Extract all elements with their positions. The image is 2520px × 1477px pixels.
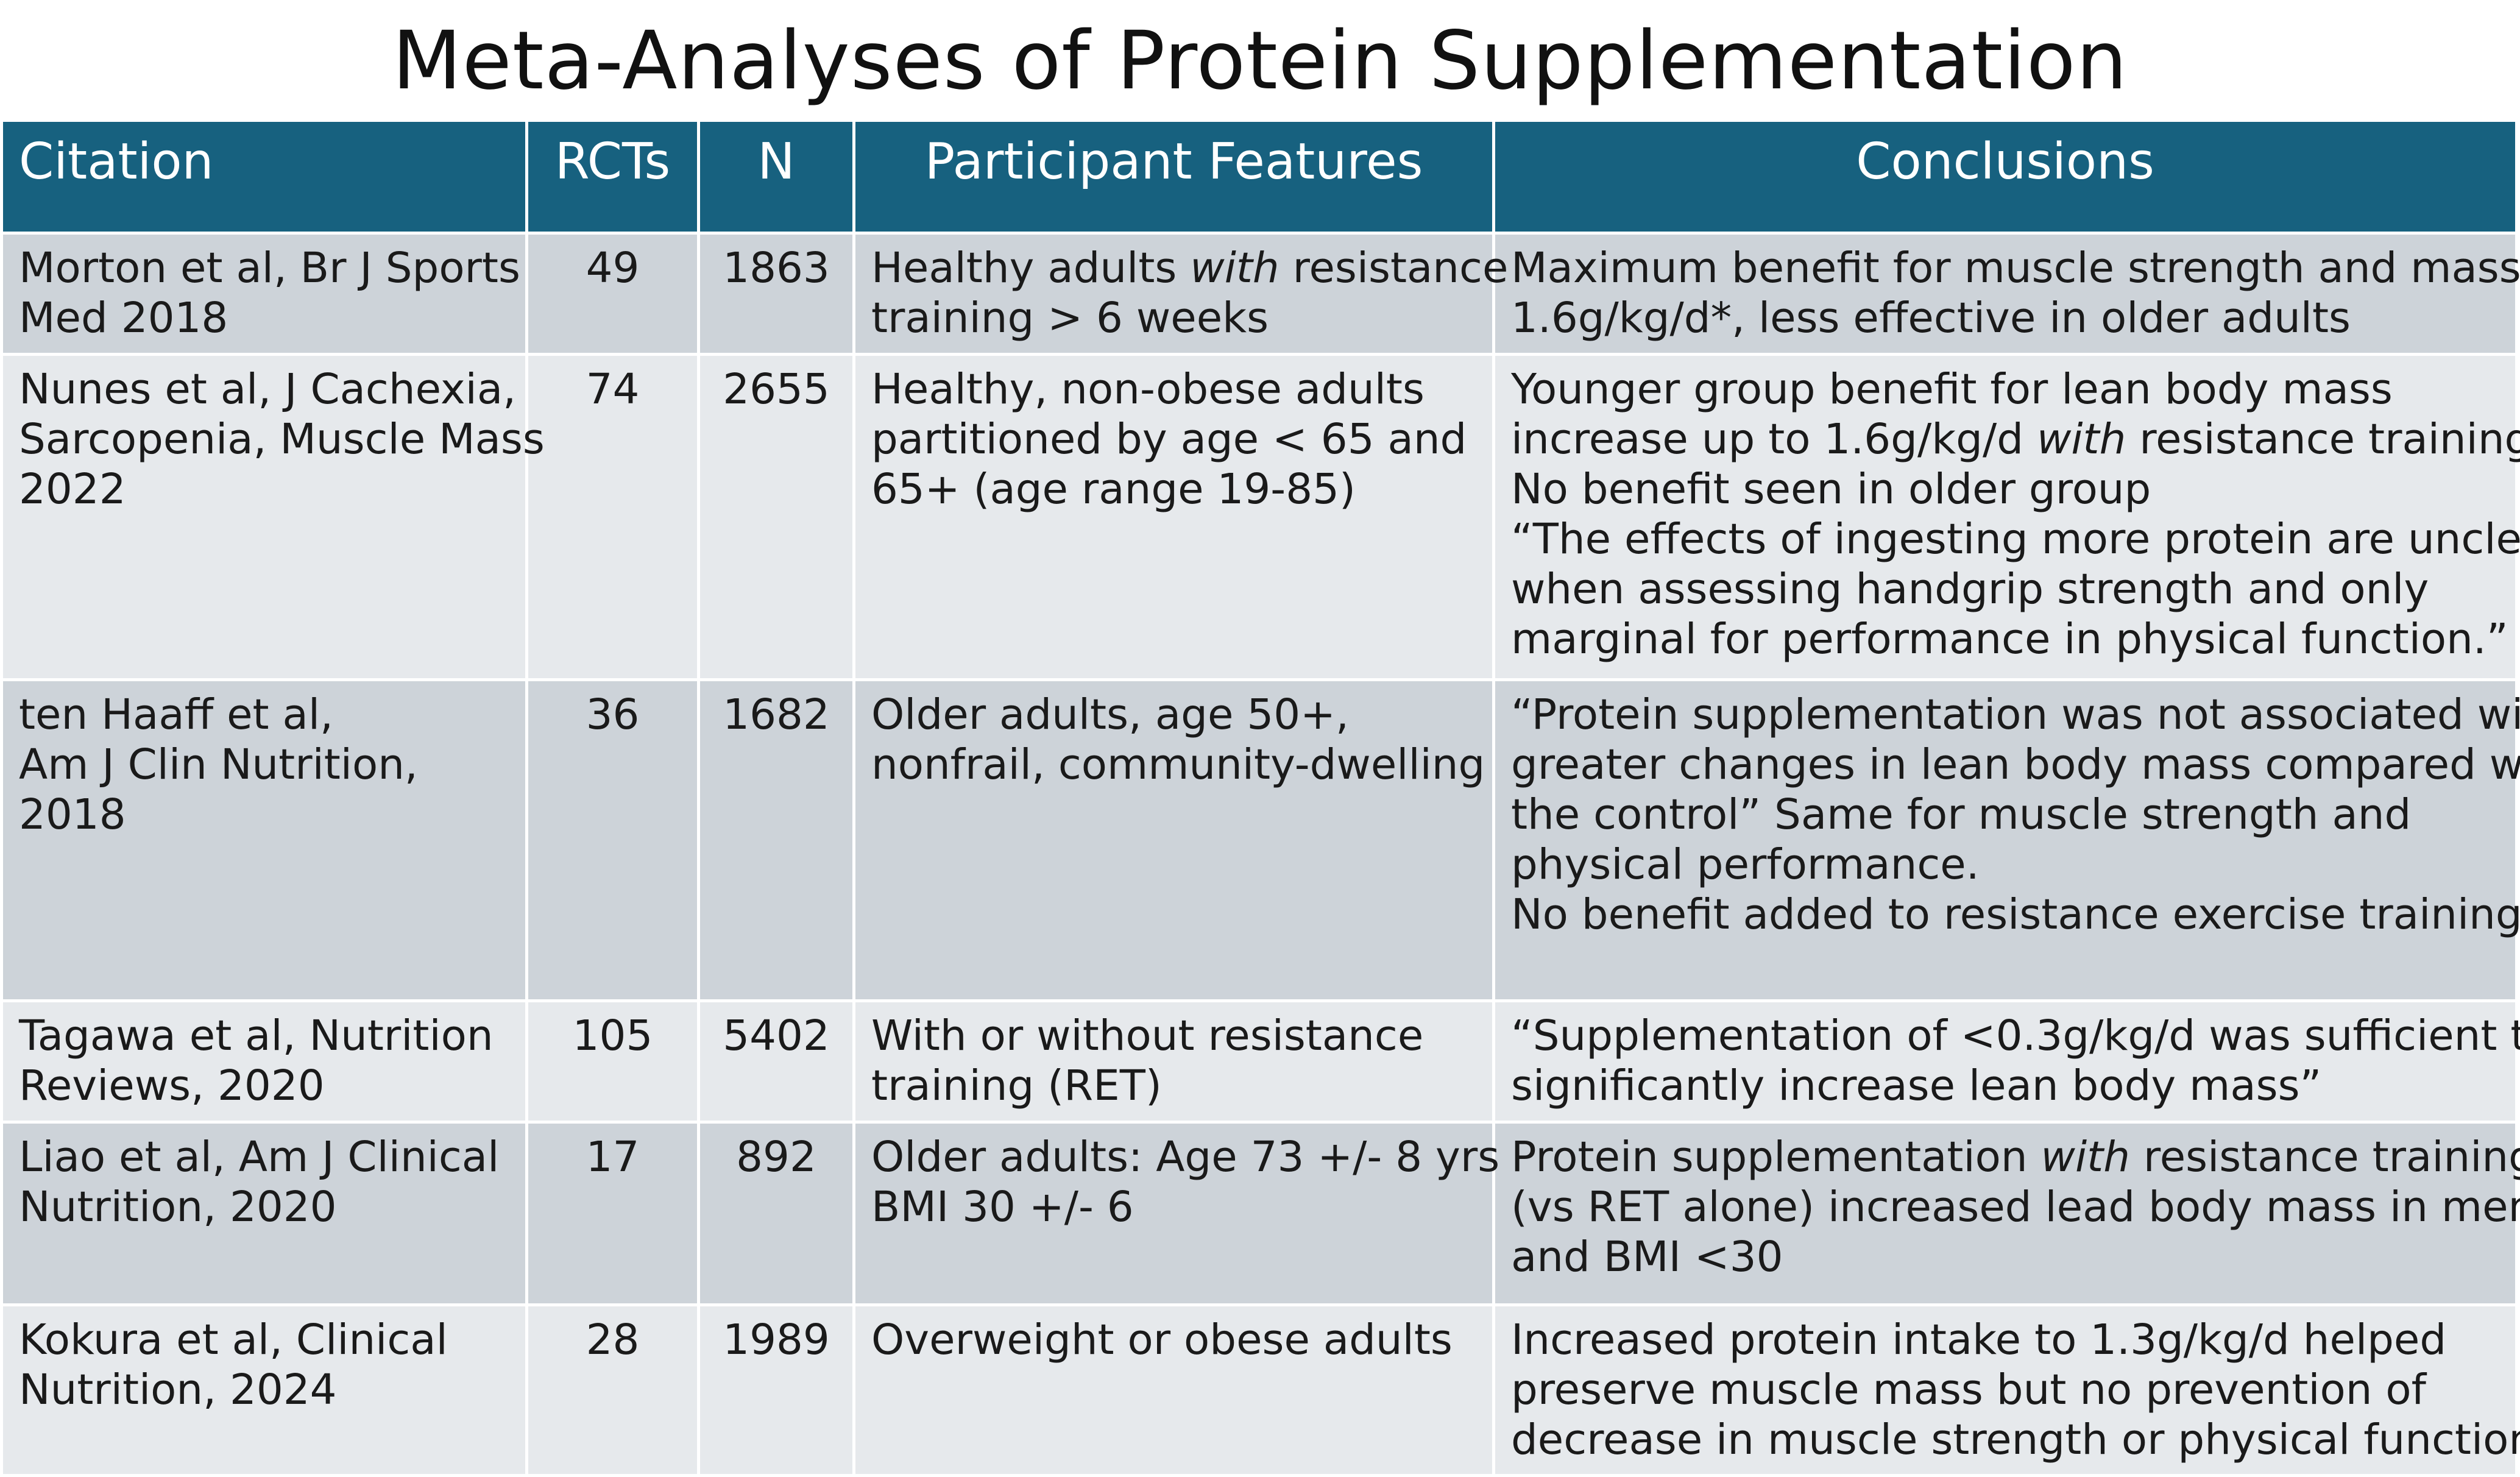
cell-participant-features: Overweight or obese adults (852, 1305, 1495, 1477)
citation-line: Reviews, 2020 (19, 1061, 325, 1110)
table-row: Kokura et al, Clinical Nutrition, 2024 2… (0, 1305, 2520, 1477)
cell-rcts: 49 (525, 233, 700, 356)
citation-line: 2018 (19, 790, 126, 839)
conclusions-line: No benefit added to resistance exercise … (1511, 890, 2520, 939)
citation-line: Nunes et al, J Cachexia, (19, 364, 517, 414)
table-row: Nunes et al, J Cachexia, Sarcopenia, Mus… (0, 354, 2520, 681)
features-line: partitioned by age < 65 and (871, 414, 1467, 464)
header-rcts: RCTs (525, 122, 700, 235)
conclusions-line: marginal for performance in physical fun… (1511, 614, 2508, 664)
features-line: BMI 30 +/- 6 (871, 1182, 1134, 1231)
conclusions-line: Younger group benefit for lean body mass (1511, 364, 2393, 414)
cell-rcts: 105 (525, 1001, 700, 1124)
cell-n: 1682 (697, 679, 855, 1002)
slide-title: Meta-Analyses of Protein Supplementation (392, 14, 2128, 108)
features-line: nonfrail, community-dwelling (871, 740, 1485, 789)
citation-line: Liao et al, Am J Clinical (19, 1132, 500, 1181)
features-line: Healthy, non-obese adults (871, 364, 1425, 414)
conclusions-line: “Supplementation of <0.3g/kg/d was suffi… (1511, 1011, 2520, 1060)
conclusions-line: “Protein supplementation was not associa… (1511, 690, 2520, 739)
cell-citation: Kokura et al, Clinical Nutrition, 2024 (0, 1305, 528, 1477)
citation-line: Morton et al, Br J Sports (19, 243, 520, 292)
cell-rcts: 36 (525, 679, 700, 1002)
table-row: ten Haaff et al, Am J Clin Nutrition, 20… (0, 679, 2520, 1002)
cell-citation: Tagawa et al, Nutrition Reviews, 2020 (0, 1001, 528, 1124)
features-line: training > 6 weeks (871, 293, 1269, 342)
table-row: Tagawa et al, Nutrition Reviews, 2020 10… (0, 1001, 2520, 1124)
features-line: 65+ (age range 19-85) (871, 464, 1356, 514)
conclusions-line: decrease in muscle strength or physical … (1511, 1415, 2520, 1464)
conclusions-line: Maximum benefit for muscle strength and … (1511, 243, 2520, 292)
conclusions-line: physical performance. (1511, 840, 1980, 889)
conclusions-line: 1.6g/kg/d*, less effective in older adul… (1511, 293, 2351, 342)
meta-analyses-table: Citation RCTs N Participant Features Con… (0, 122, 2520, 1477)
cell-participant-features: Healthy adults with resistance training … (852, 233, 1509, 356)
header-conclusions: Conclusions (1492, 122, 2518, 235)
cell-n: 892 (697, 1122, 855, 1306)
cell-participant-features: Healthy, non-obese adults partitioned by… (852, 354, 1495, 681)
table-row: Liao et al, Am J Clinical Nutrition, 202… (0, 1122, 2520, 1306)
cell-citation: Morton et al, Br J Sports Med 2018 (0, 233, 528, 356)
citation-line: 2022 (19, 464, 126, 514)
citation-line: Nutrition, 2020 (19, 1182, 337, 1231)
table-header-row: Citation RCTs N Participant Features Con… (0, 122, 2518, 235)
cell-n: 1989 (697, 1305, 855, 1477)
cell-rcts: 74 (525, 354, 700, 681)
cell-citation: Nunes et al, J Cachexia, Sarcopenia, Mus… (0, 354, 545, 681)
header-citation: Citation (0, 122, 528, 235)
cell-conclusions: Protein supplementation with resistance … (1492, 1122, 2520, 1306)
cell-citation: ten Haaff et al, Am J Clin Nutrition, 20… (0, 679, 528, 1002)
cell-participant-features: With or without resistance training (RET… (852, 1001, 1495, 1124)
cell-conclusions: Maximum benefit for muscle strength and … (1492, 233, 2520, 356)
citation-line: Kokura et al, Clinical (19, 1315, 448, 1364)
cell-conclusions: “Protein supplementation was not associa… (1492, 679, 2520, 1002)
cell-participant-features: Older adults, age 50+, nonfrail, communi… (852, 679, 1495, 1002)
conclusions-line: preserve muscle mass but no prevention o… (1511, 1365, 2426, 1414)
conclusions-line: Increased protein intake to 1.3g/kg/d he… (1511, 1315, 2447, 1364)
conclusions-line: (vs RET alone) increased lead body mass … (1511, 1182, 2520, 1231)
features-line: Healthy adults with resistance (871, 243, 1509, 292)
conclusions-line: when assessing handgrip strength and onl… (1511, 564, 2429, 614)
cell-n: 2655 (697, 354, 855, 681)
conclusions-line: Protein supplementation with resistance … (1511, 1132, 2520, 1181)
conclusions-line: increase up to 1.6g/kg/d with resistance… (1511, 414, 2520, 464)
citation-line: ten Haaff et al, (19, 690, 333, 739)
cell-conclusions: “Supplementation of <0.3g/kg/d was suffi… (1492, 1001, 2520, 1124)
cell-participant-features: Older adults: Age 73 +/- 8 yrs BMI 30 +/… (852, 1122, 1500, 1306)
citation-line: Med 2018 (19, 293, 228, 342)
header-n: N (697, 122, 855, 235)
features-line: With or without resistance (871, 1011, 1424, 1060)
cell-rcts: 17 (525, 1122, 700, 1306)
conclusions-line: significantly increase lean body mass” (1511, 1061, 2322, 1110)
citation-line: Sarcopenia, Muscle Mass (19, 414, 545, 464)
table-row: Morton et al, Br J Sports Med 2018 49 18… (0, 233, 2520, 356)
cell-conclusions: Increased protein intake to 1.3g/kg/d he… (1492, 1305, 2520, 1477)
features-line: training (RET) (871, 1061, 1162, 1110)
citation-line: Nutrition, 2024 (19, 1365, 337, 1414)
conclusions-line: and BMI <30 (1511, 1232, 1783, 1281)
features-line: Older adults: Age 73 +/- 8 yrs (871, 1132, 1500, 1181)
conclusions-line: greater changes in lean body mass compar… (1511, 740, 2520, 789)
features-line: Overweight or obese adults (871, 1315, 1453, 1364)
citation-line: Am J Clin Nutrition, (19, 740, 418, 789)
cell-citation: Liao et al, Am J Clinical Nutrition, 202… (0, 1122, 528, 1306)
cell-conclusions: Younger group benefit for lean body mass… (1492, 354, 2520, 681)
conclusions-line: No benefit seen in older group (1511, 464, 2151, 514)
conclusions-line: “The effects of ingesting more protein a… (1511, 514, 2520, 564)
header-participant-features: Participant Features (852, 122, 1495, 235)
cell-n: 1863 (697, 233, 855, 356)
cell-n: 5402 (697, 1001, 855, 1124)
cell-rcts: 28 (525, 1305, 700, 1477)
features-line: Older adults, age 50+, (871, 690, 1349, 739)
citation-line: Tagawa et al, Nutrition (19, 1011, 494, 1060)
conclusions-line: the control” Same for muscle strength an… (1511, 790, 2412, 839)
